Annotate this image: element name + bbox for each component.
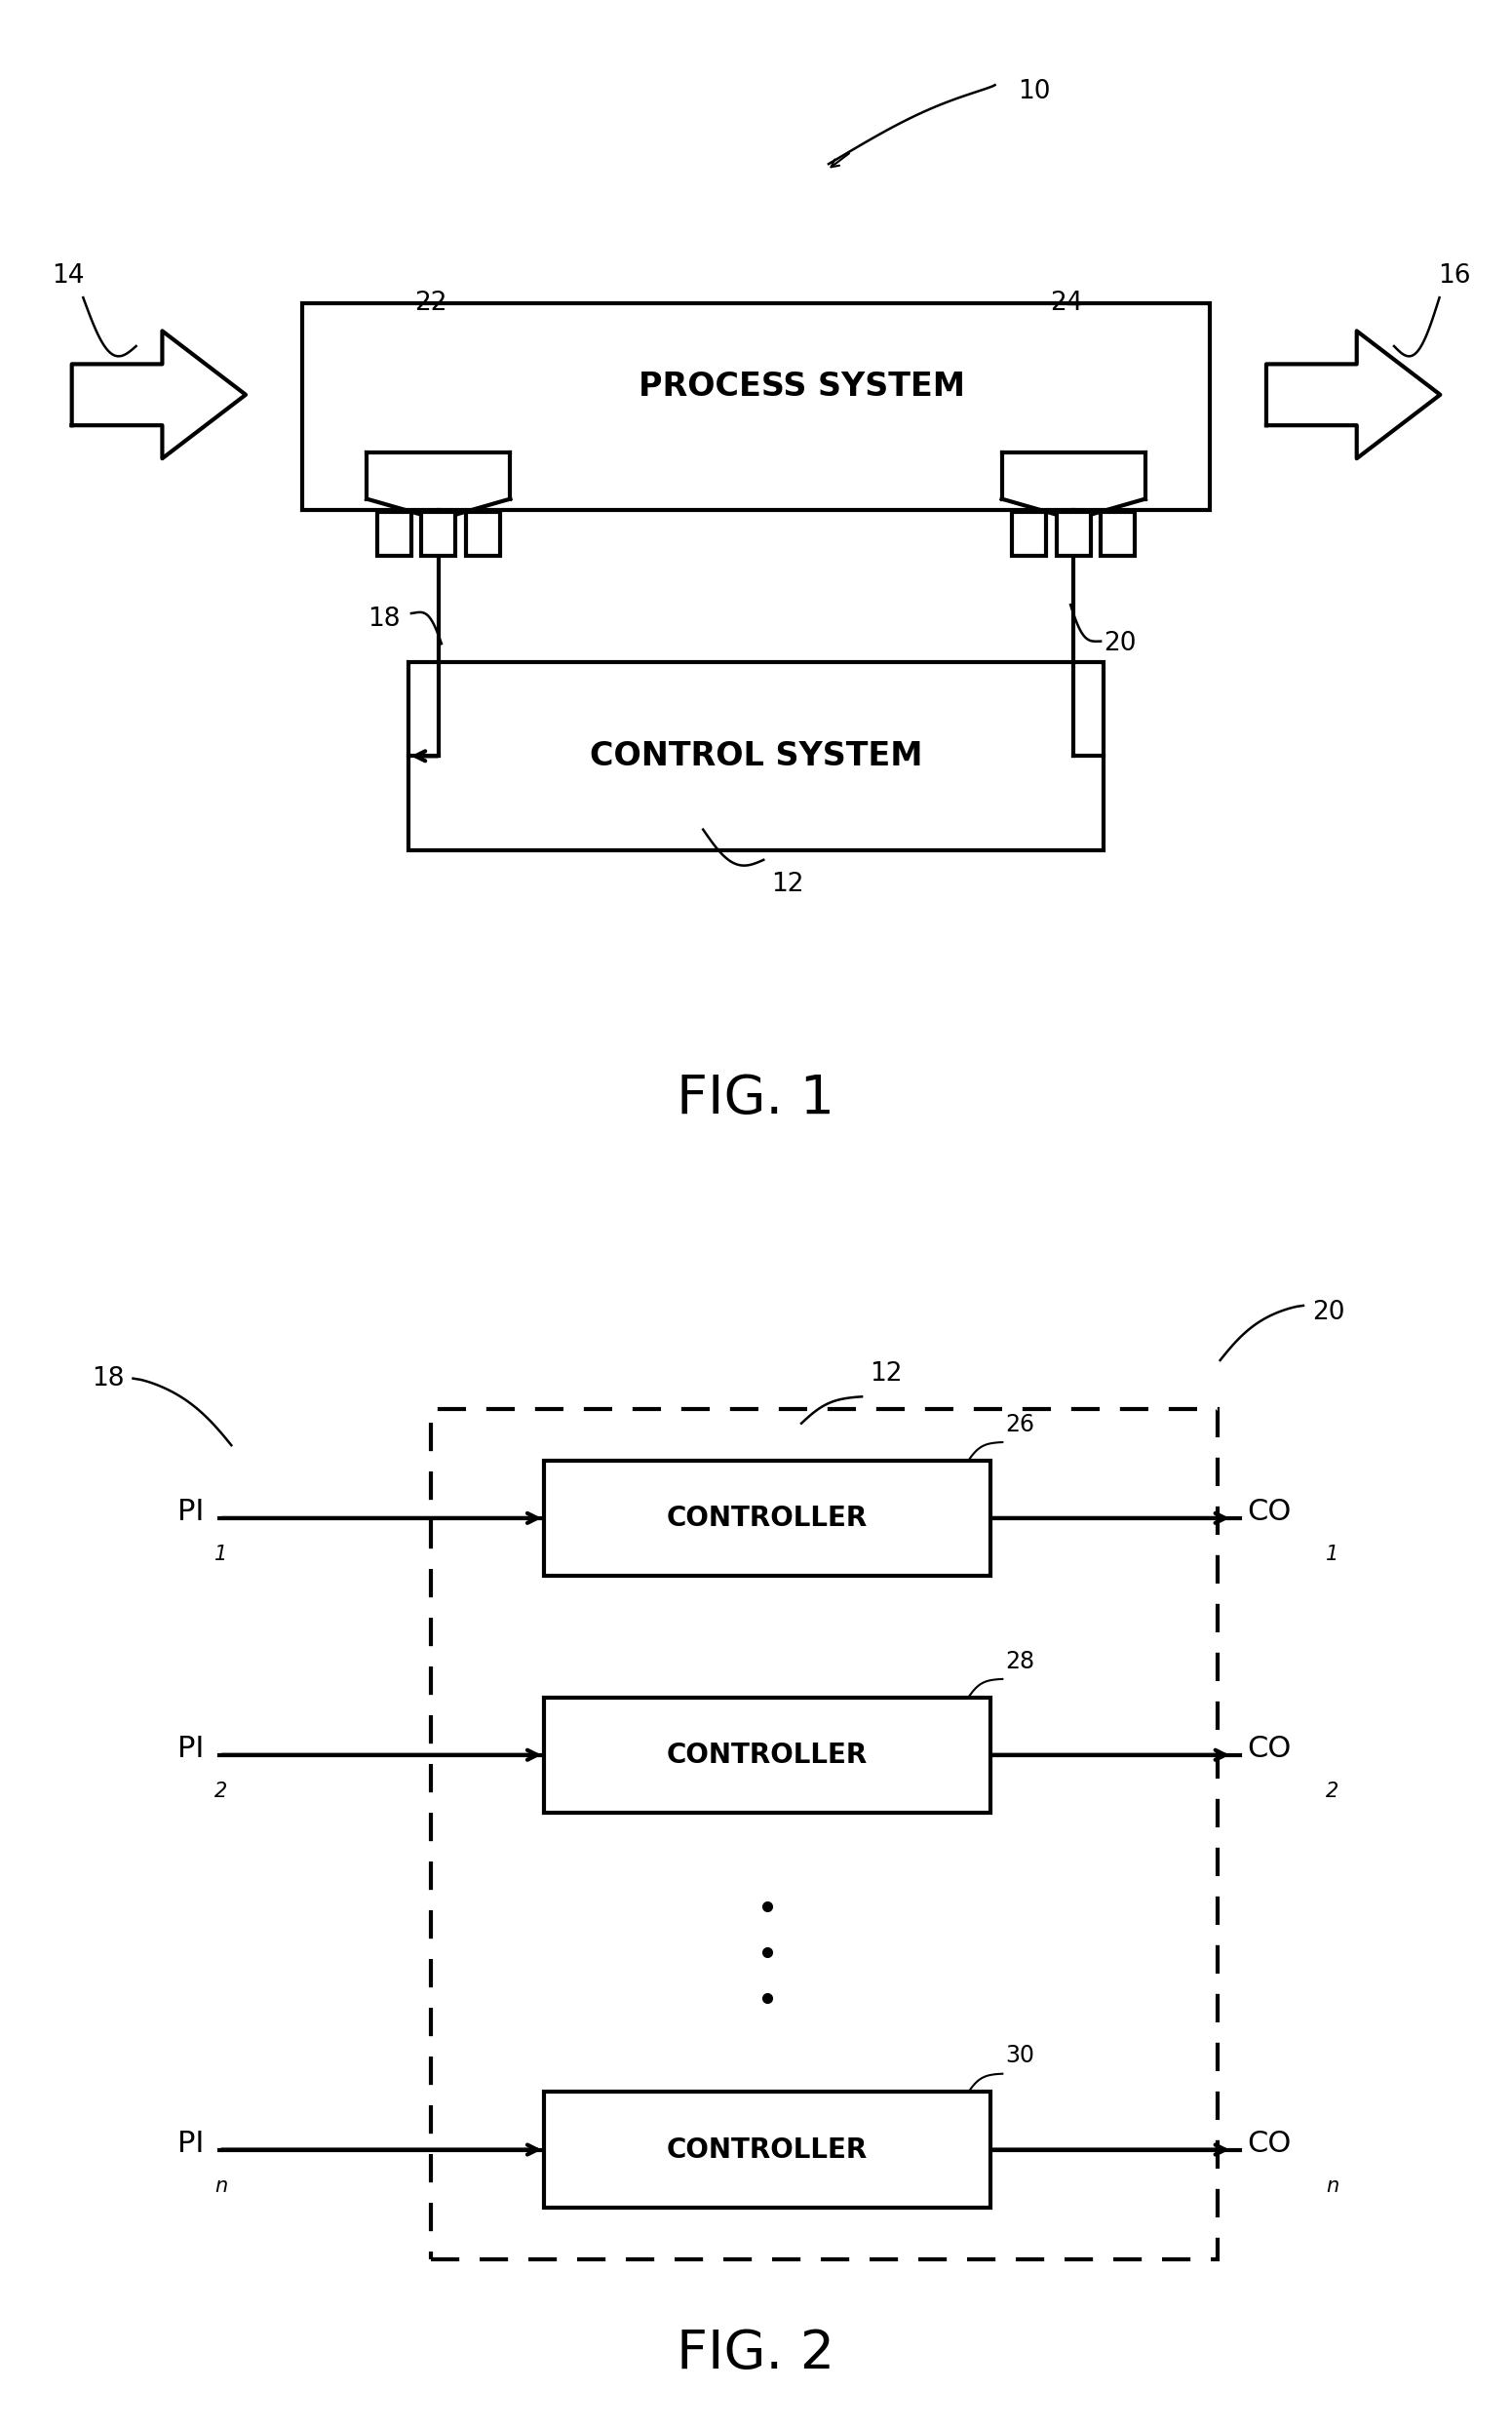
Bar [544, 2091, 990, 2208]
Text: 18: 18 [367, 607, 401, 632]
Text: 12: 12 [869, 1363, 903, 1387]
Text: 1: 1 [215, 1545, 228, 1564]
Bar [422, 513, 455, 556]
Text: CO: CO [1247, 2130, 1291, 2157]
Text: 26: 26 [1005, 1414, 1034, 1436]
Text: n: n [1326, 2176, 1340, 2196]
Text: PI: PI [177, 1499, 204, 1525]
Bar [1101, 513, 1136, 556]
Bar [376, 513, 411, 556]
Text: CONTROL SYSTEM: CONTROL SYSTEM [590, 741, 922, 772]
Bar [1012, 513, 1046, 556]
Text: FIG. 1: FIG. 1 [677, 1074, 835, 1125]
Text: 24: 24 [1049, 291, 1083, 316]
Bar [544, 1460, 990, 1576]
Text: n: n [215, 2176, 228, 2196]
Bar [302, 304, 1210, 510]
Text: 2: 2 [1326, 1783, 1340, 1802]
Text: PI: PI [177, 1734, 204, 1763]
Text: CO: CO [1247, 1499, 1291, 1525]
Text: 14: 14 [51, 265, 85, 289]
Text: CONTROLLER: CONTROLLER [667, 1504, 868, 1533]
Text: 16: 16 [1438, 265, 1471, 289]
Text: FIG. 2: FIG. 2 [677, 2327, 835, 2380]
Text: 28: 28 [1005, 1649, 1034, 1674]
Text: PI: PI [177, 2130, 204, 2157]
Bar [1057, 513, 1090, 556]
Text: 2: 2 [215, 1783, 228, 1802]
Text: 30: 30 [1005, 2045, 1034, 2067]
Text: 10: 10 [1018, 78, 1051, 104]
Bar [431, 1409, 1217, 2259]
Text: 1: 1 [1326, 1545, 1340, 1564]
Text: CONTROLLER: CONTROLLER [667, 2135, 868, 2164]
Text: 18: 18 [91, 1365, 124, 1392]
Text: 12: 12 [771, 872, 804, 896]
Bar [544, 1698, 990, 1812]
Bar [408, 661, 1104, 850]
Text: CONTROLLER: CONTROLLER [667, 1742, 868, 1768]
Text: 22: 22 [414, 291, 448, 316]
Text: CO: CO [1247, 1734, 1291, 1763]
Text: PROCESS SYSTEM: PROCESS SYSTEM [638, 369, 965, 403]
Bar [466, 513, 500, 556]
Text: 20: 20 [1104, 632, 1137, 656]
Text: 20: 20 [1312, 1300, 1346, 1324]
